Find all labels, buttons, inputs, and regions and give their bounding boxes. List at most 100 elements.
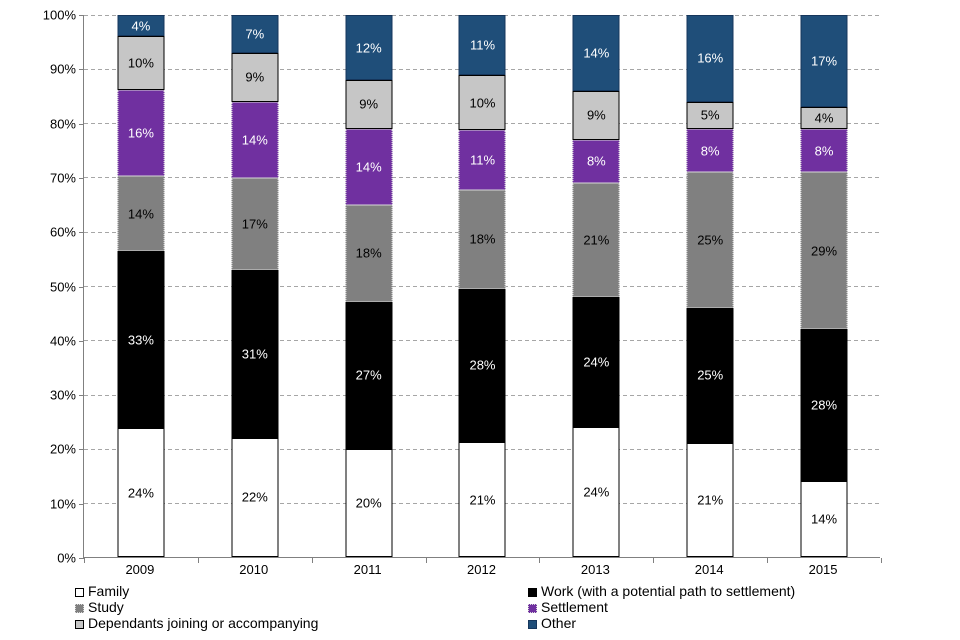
data-label-study-2015: 29% bbox=[811, 243, 838, 259]
data-label-study-2013: 21% bbox=[583, 232, 610, 248]
segment-settlement-2009: 16% bbox=[117, 90, 165, 176]
y-axis-tick bbox=[79, 558, 84, 559]
legend-label-settlement: Settlement bbox=[541, 599, 608, 615]
x-axis-tick bbox=[312, 558, 313, 563]
data-label-work-2011: 27% bbox=[355, 367, 382, 383]
x-axis-tick bbox=[653, 558, 654, 563]
data-label-family-2009: 24% bbox=[127, 485, 154, 501]
data-label-settlement-2014: 8% bbox=[700, 143, 720, 158]
y-axis-tick bbox=[79, 69, 84, 71]
segment-dependants-2012: 10% bbox=[458, 75, 506, 130]
segment-dependants-2010: 9% bbox=[231, 52, 279, 102]
y-axis-tick bbox=[79, 395, 84, 397]
segment-study-2011: 18% bbox=[345, 204, 393, 303]
segment-work-2011: 27% bbox=[345, 302, 393, 449]
segment-family-2014: 21% bbox=[686, 443, 734, 557]
segment-family-2009: 24% bbox=[117, 428, 165, 557]
bar-2012: 21% 28% 18% 11% 10% 11% bbox=[458, 15, 506, 557]
bar-2011: 20% 27% 18% 14% 9% 12% bbox=[345, 15, 393, 557]
x-axis-tick bbox=[198, 558, 199, 563]
segment-dependants-2014: 5% bbox=[686, 101, 734, 129]
bar-2009: 24% 33% 14% 16% 10% 4% bbox=[117, 15, 165, 557]
segment-family-2012: 21% bbox=[458, 442, 506, 557]
legend-label-dependants: Dependants joining or accompanying bbox=[88, 615, 319, 631]
category-2010: 22% 31% 17% 14% 9% 7% bbox=[198, 15, 312, 557]
segment-work-2014: 25% bbox=[686, 307, 734, 444]
segment-work-2012: 28% bbox=[458, 288, 506, 443]
legend-label-work: Work (with a potential path to settlemen… bbox=[541, 583, 796, 599]
category-2014: 21% 25% 25% 8% 5% 16% bbox=[653, 15, 767, 557]
bar-2015: 14% 28% 29% 8% 4% 17% bbox=[800, 15, 848, 557]
data-label-study-2010: 17% bbox=[241, 216, 268, 232]
data-label-dependants-2014: 5% bbox=[700, 107, 720, 123]
data-label-settlement-2015: 8% bbox=[814, 143, 834, 158]
data-label-dependants-2013: 9% bbox=[586, 107, 606, 123]
data-label-dependants-2010: 9% bbox=[245, 69, 265, 85]
segment-dependants-2011: 9% bbox=[345, 80, 393, 129]
segment-family-2013: 24% bbox=[572, 426, 620, 557]
data-label-work-2015: 28% bbox=[811, 397, 838, 413]
segment-other-2011: 12% bbox=[345, 15, 393, 81]
data-label-family-2014: 21% bbox=[697, 492, 724, 508]
y-axis-tick bbox=[79, 15, 84, 16]
x-axis-tick bbox=[84, 558, 85, 563]
segment-other-2009: 4% bbox=[117, 15, 165, 37]
x-tick-label-2013: 2013 bbox=[580, 562, 610, 577]
segment-other-2010: 7% bbox=[231, 15, 279, 53]
data-label-dependants-2012: 10% bbox=[469, 95, 496, 111]
legend-marker-settlement bbox=[528, 604, 537, 613]
segment-study-2009: 14% bbox=[117, 176, 165, 252]
segment-dependants-2009: 10% bbox=[117, 36, 165, 91]
legend-label-other: Other bbox=[541, 615, 577, 631]
segment-dependants-2015: 4% bbox=[800, 107, 848, 129]
data-label-dependants-2015: 4% bbox=[814, 110, 834, 126]
data-label-study-2012: 18% bbox=[469, 231, 496, 247]
category-2009: 24% 33% 14% 16% 10% 4% bbox=[84, 15, 198, 557]
data-label-dependants-2011: 9% bbox=[359, 96, 379, 112]
y-tick-label-60: 60% bbox=[49, 224, 76, 240]
segment-settlement-2010: 14% bbox=[231, 101, 279, 178]
x-tick-label-2009: 2009 bbox=[125, 562, 155, 577]
y-tick-label-80: 80% bbox=[49, 116, 76, 132]
gridline-100 bbox=[84, 14, 880, 16]
segment-other-2015: 17% bbox=[800, 15, 848, 108]
x-axis-tick bbox=[767, 558, 768, 563]
legend-marker-study bbox=[75, 604, 84, 613]
legend-marker-family bbox=[75, 588, 84, 597]
segment-family-2015: 14% bbox=[800, 481, 848, 557]
data-label-settlement-2013: 8% bbox=[586, 153, 606, 169]
y-tick-label-40: 40% bbox=[49, 333, 76, 349]
legend-marker-work bbox=[528, 588, 537, 597]
segment-settlement-2015: 8% bbox=[800, 128, 848, 173]
segment-family-2011: 20% bbox=[345, 448, 393, 557]
segment-dependants-2013: 9% bbox=[572, 90, 620, 140]
legend-label-family: Family bbox=[88, 583, 130, 599]
x-tick-label-2011: 2011 bbox=[353, 562, 382, 577]
bar-2014: 21% 25% 25% 8% 5% 16% bbox=[686, 15, 734, 557]
segment-settlement-2011: 14% bbox=[345, 128, 393, 205]
category-2011: 20% 27% 18% 14% 9% 12% bbox=[312, 15, 426, 557]
legend-label-study: Study bbox=[88, 599, 124, 615]
y-axis-tick bbox=[79, 503, 84, 505]
bar-2013: 24% 24% 21% 8% 9% 14% bbox=[572, 15, 620, 557]
data-label-study-2009: 14% bbox=[127, 206, 154, 222]
data-label-family-2013: 24% bbox=[583, 484, 610, 500]
y-tick-label-100: 100% bbox=[42, 7, 76, 23]
legend-item-dependants: Dependants joining or accompanying bbox=[75, 615, 318, 631]
legend-item-settlement: Settlement bbox=[528, 599, 608, 615]
plot-area: 24% 33% 14% 16% 10% 4% 22% 31% 17% 14% 9% 7% 20% 27% 1… bbox=[79, 14, 882, 563]
y-tick-label-90: 90% bbox=[49, 61, 76, 77]
y-tick-label-0: 0% bbox=[57, 550, 76, 566]
data-label-other-2010: 7% bbox=[245, 26, 265, 42]
data-label-study-2011: 18% bbox=[355, 245, 382, 261]
segment-settlement-2013: 8% bbox=[572, 139, 620, 184]
y-axis-tick bbox=[79, 123, 84, 125]
data-label-other-2011: 12% bbox=[355, 40, 382, 56]
x-axis-tick bbox=[881, 558, 882, 563]
segment-other-2012: 11% bbox=[458, 15, 506, 76]
data-label-work-2012: 28% bbox=[469, 357, 496, 373]
y-tick-label-50: 50% bbox=[49, 279, 76, 294]
data-label-settlement-2009: 16% bbox=[127, 125, 154, 141]
data-label-other-2015: 17% bbox=[811, 53, 838, 69]
